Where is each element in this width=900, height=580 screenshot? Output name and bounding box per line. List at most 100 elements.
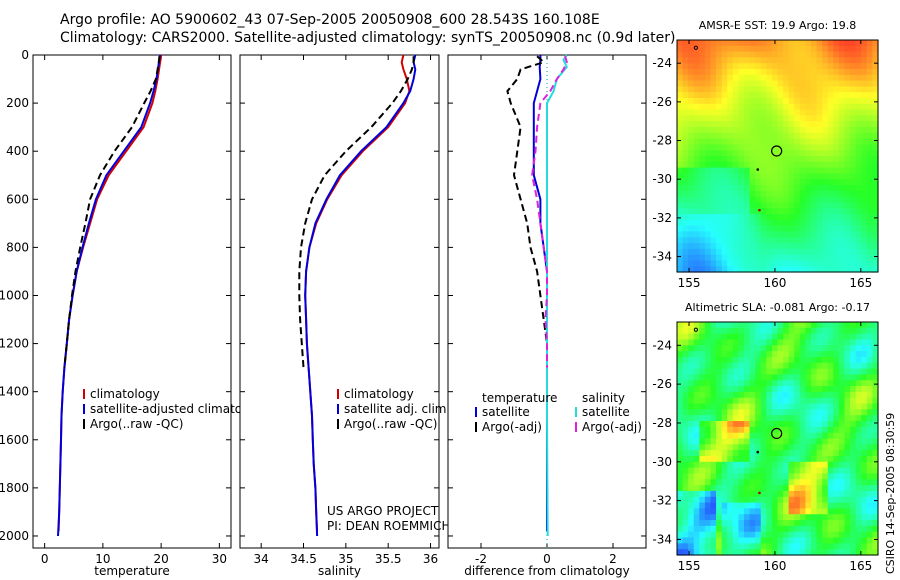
map-cell — [732, 397, 740, 405]
map-cell — [799, 132, 807, 140]
map-cell — [677, 103, 684, 111]
map-cell — [688, 237, 695, 244]
map-cell — [677, 57, 684, 64]
map-cell — [811, 243, 818, 250]
map-cell — [693, 173, 700, 180]
map-cell — [805, 426, 812, 434]
map-cell — [744, 225, 751, 232]
map-cell — [732, 525, 740, 533]
map-cell — [827, 537, 834, 544]
map-cell — [721, 254, 728, 261]
map-cell — [704, 231, 712, 238]
map-cell — [682, 520, 689, 527]
map-cell — [704, 508, 712, 515]
map-cell — [777, 380, 784, 387]
map-cell — [811, 86, 818, 93]
map-cell — [732, 190, 740, 198]
map-cell — [677, 173, 684, 180]
map-cell — [850, 179, 857, 186]
map-cell — [844, 109, 851, 116]
map-cell — [677, 415, 684, 422]
map-cell — [822, 231, 829, 238]
map-cell — [771, 86, 779, 93]
map-cell — [805, 531, 812, 539]
map-cell — [760, 63, 767, 70]
map-cell — [788, 156, 795, 163]
map-cell — [799, 514, 807, 521]
map-cell — [794, 537, 801, 544]
map-cell — [677, 51, 684, 58]
map-cell — [760, 103, 767, 111]
map-cell — [838, 450, 846, 457]
legend-entry: Argo(-adj) — [482, 420, 542, 434]
map-cell — [677, 214, 684, 221]
map-cell — [693, 426, 700, 434]
map-cell — [693, 57, 700, 64]
map-cell — [710, 161, 717, 169]
map-cell — [816, 214, 823, 221]
map-cell — [699, 455, 706, 463]
map-cell — [704, 109, 712, 116]
map-cell — [861, 473, 868, 480]
map-cell — [783, 531, 790, 539]
map-cell — [838, 339, 846, 346]
map-cell — [833, 179, 840, 186]
map-cell — [732, 386, 740, 393]
map-cell — [738, 391, 745, 399]
y-tick-label: 1400 — [0, 385, 29, 399]
map-cell — [760, 496, 767, 504]
map-cell — [838, 173, 846, 180]
map-cell — [833, 438, 840, 445]
map-cell — [855, 537, 862, 544]
map-cell — [861, 225, 868, 232]
map-cell — [866, 549, 874, 556]
map-cell — [704, 438, 712, 445]
map-cell — [693, 132, 700, 140]
map-cell — [805, 40, 812, 47]
map-cell — [844, 496, 851, 504]
map-cell — [799, 214, 807, 221]
map-cell — [822, 444, 829, 451]
map-cell — [760, 403, 767, 410]
map-cell — [738, 92, 745, 99]
map-cell — [833, 103, 840, 111]
map-cell — [822, 45, 829, 53]
map-cell — [744, 190, 751, 198]
map-cell — [744, 473, 751, 480]
map-cell — [677, 467, 684, 475]
map-cell — [816, 74, 823, 82]
map-cell — [822, 380, 829, 387]
map-cell — [677, 98, 684, 105]
map-cell — [721, 231, 728, 238]
map-cell — [855, 266, 862, 273]
map-cell — [844, 92, 851, 99]
map-cell — [861, 231, 868, 238]
map-cell — [844, 520, 851, 527]
map-cell — [710, 179, 717, 186]
map-cell — [732, 339, 740, 346]
map-cell — [805, 237, 812, 244]
map-cell — [866, 80, 874, 87]
map-cell — [699, 549, 706, 556]
map-cell — [866, 327, 874, 335]
map-cell — [766, 322, 773, 329]
map-cell — [866, 444, 874, 451]
map-cell — [777, 479, 784, 486]
map-cell — [799, 63, 807, 70]
map-cell — [794, 333, 801, 341]
map-cell — [716, 432, 723, 440]
map-cell — [688, 415, 695, 422]
map-cell — [766, 467, 773, 475]
map-cell — [766, 426, 773, 434]
map-cell — [744, 45, 751, 53]
map-cell — [822, 40, 829, 47]
map-cell — [799, 450, 807, 457]
map-cell — [682, 103, 689, 111]
map-cell — [721, 514, 728, 521]
map-cell — [727, 461, 734, 469]
map-cell — [827, 473, 834, 480]
map-cell — [850, 351, 857, 358]
map-cell — [716, 219, 723, 227]
map-cell — [822, 322, 829, 329]
map-cell — [788, 525, 795, 533]
